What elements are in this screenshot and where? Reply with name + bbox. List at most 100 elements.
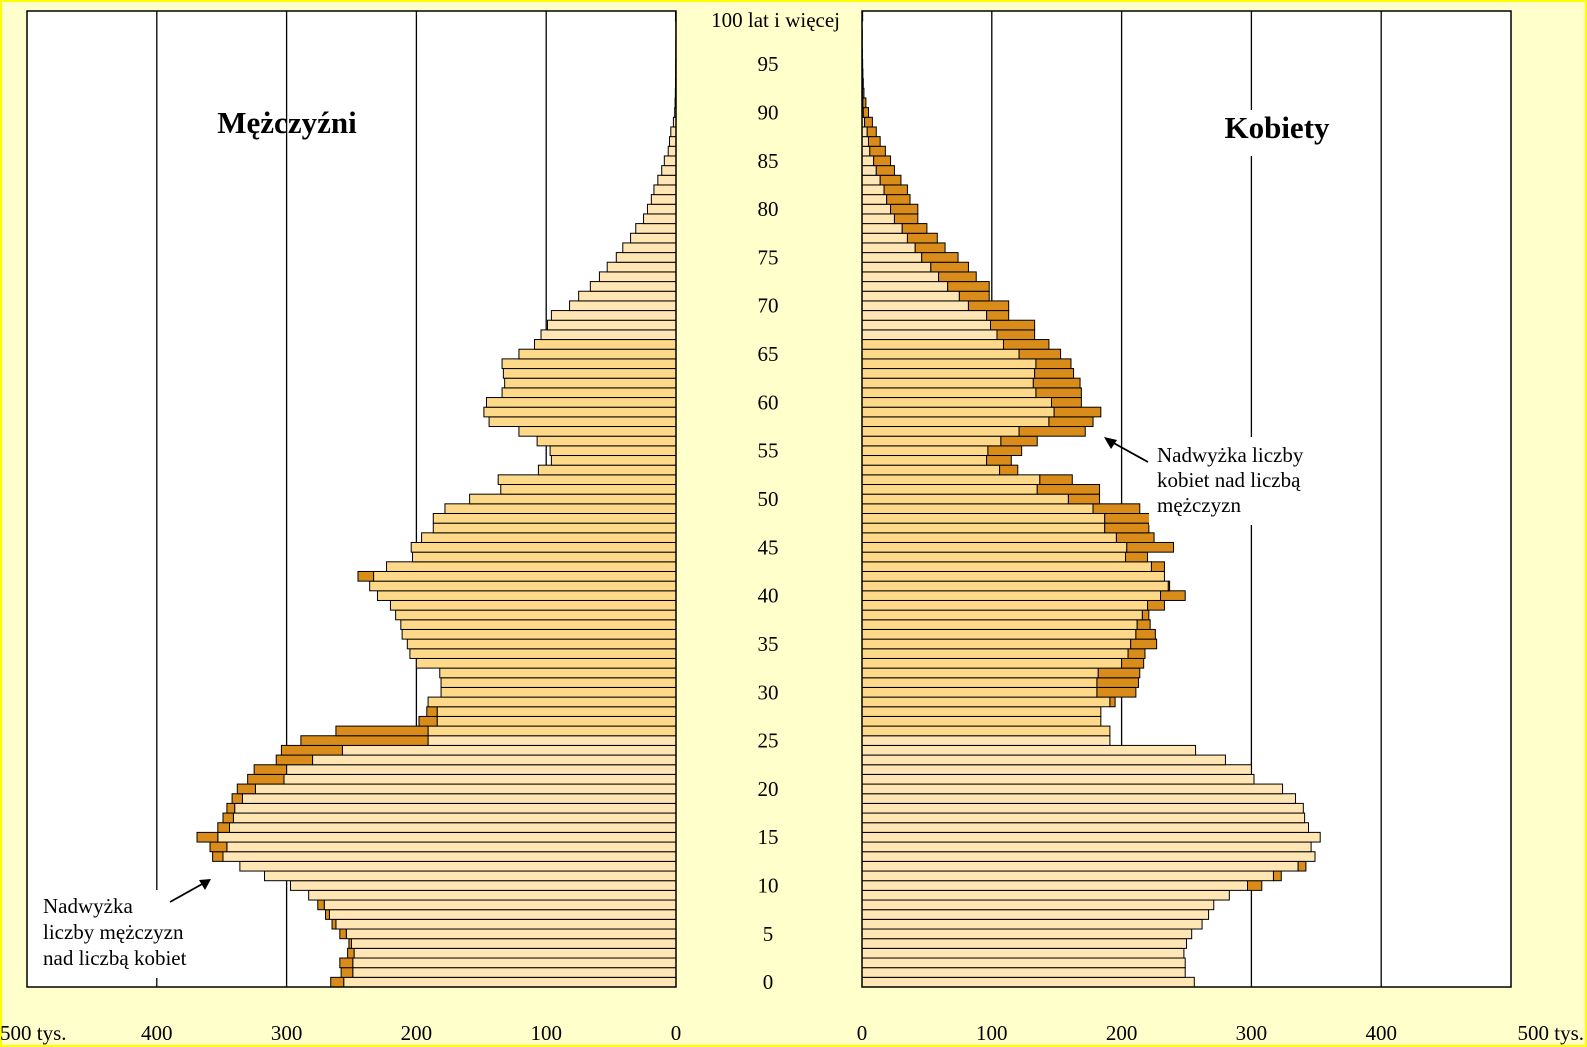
male-bar [550, 310, 677, 321]
female-excess-bar [1018, 348, 1062, 360]
male-excess-bar [300, 735, 429, 746]
female-bar [861, 909, 1210, 920]
male-bar [537, 464, 677, 476]
male-bar [289, 880, 677, 891]
male-bar [241, 793, 677, 804]
x-tick-label-left: 200 [401, 1021, 433, 1045]
male-bar [406, 638, 677, 650]
female-excess-bar [987, 445, 1023, 457]
age-tick-label: 85 [758, 149, 779, 173]
female-bar [861, 938, 1187, 949]
female-excess-bar [867, 136, 881, 147]
male-bar [615, 252, 677, 263]
female-bar [861, 667, 1099, 679]
female-excess-bar [1018, 426, 1086, 437]
female-bar [861, 136, 869, 147]
male-bar [421, 532, 677, 543]
male-excess-bar [231, 793, 243, 804]
age-tick-label: 0 [763, 970, 774, 994]
female-bar [861, 464, 1001, 476]
female-bar [861, 242, 916, 254]
x-tick-label-right: 300 [1236, 1021, 1268, 1045]
male-excess-bar [335, 725, 429, 737]
age-tick-label: 25 [758, 729, 779, 753]
female-bar [861, 744, 1197, 756]
female-bar [861, 967, 1186, 978]
female-bar [861, 648, 1129, 659]
male-bar [436, 706, 677, 717]
female-bar [861, 812, 1306, 824]
x-tick-label-right: 100 [976, 1021, 1008, 1045]
male-bar [504, 377, 677, 389]
x-tick-label-right: 0 [857, 1021, 868, 1045]
female-bar [861, 880, 1249, 891]
female-bar [861, 783, 1284, 795]
male-bar [657, 174, 677, 186]
male-plot-frame [26, 10, 677, 988]
male-bar [389, 599, 677, 611]
male-bar [410, 541, 677, 553]
female-bar [861, 232, 908, 244]
age-tick-label: 80 [758, 197, 779, 221]
female-excess-bar [1096, 686, 1137, 698]
female-excess-bar [1053, 406, 1102, 418]
x-tick-label-left: 100 [530, 1021, 562, 1045]
female-bar [861, 474, 1041, 486]
male-excess-bar [418, 715, 438, 727]
female-excess-bar [869, 145, 886, 157]
female-bar [861, 609, 1143, 621]
female-bar [861, 822, 1310, 833]
male-annotation-line-3: nad liczbą kobiet [43, 946, 187, 970]
male-annotation-arrow [169, 882, 205, 903]
male-bar [669, 136, 677, 147]
female-excess-bar [873, 155, 892, 167]
female-annotation-line-1: Nadwyżka liczby [1157, 443, 1304, 467]
male-bar [622, 242, 677, 254]
female-bar [861, 638, 1132, 650]
female-bar [861, 831, 1321, 843]
male-bar [312, 754, 677, 766]
age-tick-label: 70 [758, 294, 779, 318]
female-annotation-line-2: kobiet nad liczbą [1157, 468, 1301, 492]
female-excess-bar [996, 329, 1036, 341]
female-excess-bar [930, 261, 969, 273]
female-bar [861, 686, 1098, 698]
female-annotation-line-3: mężczyzn [1157, 493, 1241, 517]
female-excess-bar [1167, 580, 1171, 592]
female-bar [861, 677, 1098, 688]
male-bar [308, 889, 677, 901]
male-excess-bar [275, 754, 314, 766]
female-bar [861, 561, 1152, 572]
female-bar [861, 918, 1203, 930]
age-tick-label: 55 [758, 439, 779, 463]
male-bar [653, 184, 677, 196]
male-bar [341, 744, 677, 756]
female-bar [861, 725, 1111, 737]
male-bar [427, 735, 677, 746]
female-bar [861, 764, 1252, 775]
male-excess-bar [222, 812, 234, 824]
female-excess-bar [1000, 435, 1038, 447]
female-excess-bar [967, 300, 1010, 312]
female-title-box [1225, 110, 1330, 156]
female-bar [861, 715, 1102, 727]
x-tick-label-right: 400 [1365, 1021, 1397, 1045]
female-bar [861, 184, 885, 196]
female-bar [861, 754, 1226, 766]
female-excess-bar [862, 97, 867, 109]
female-bar [861, 300, 969, 312]
female-bars [861, 10, 1321, 988]
female-excess-bar [1104, 522, 1150, 534]
female-bar [861, 957, 1186, 969]
female-bar [861, 319, 992, 331]
female-excess-bar [906, 232, 938, 244]
male-bar [569, 300, 677, 312]
male-bar [501, 358, 677, 370]
age-tick-label: 30 [758, 680, 779, 704]
female-excess-bar [1141, 609, 1150, 621]
female-bar [861, 551, 1126, 563]
female-bar [861, 387, 1037, 399]
female-excess-bar [1034, 368, 1075, 379]
male-excess-bar [280, 744, 343, 756]
